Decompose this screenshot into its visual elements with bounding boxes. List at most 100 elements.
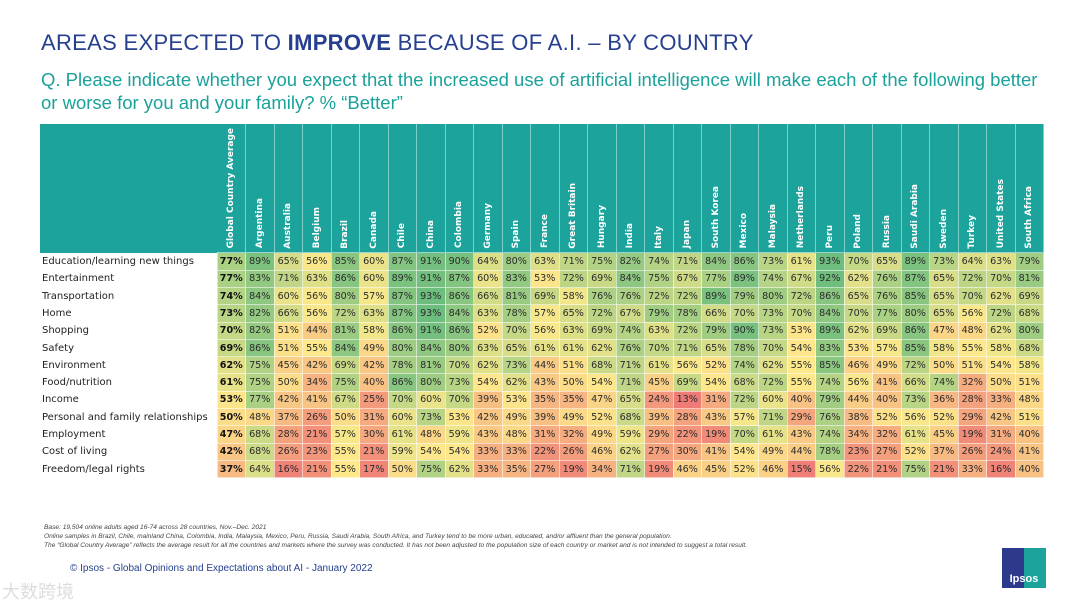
heatmap-cell: 62%	[758, 356, 788, 375]
heatmap-cell: 67%	[330, 390, 360, 410]
heatmap-cell: 29%	[644, 425, 674, 444]
row-label: Safety	[40, 339, 217, 357]
heatmap-cell: 33%	[473, 459, 503, 479]
heatmap-cell: 48%	[416, 425, 446, 444]
heatmap-cell: 34%	[843, 425, 873, 444]
heatmap-cell: 82%	[245, 321, 275, 340]
heatmap-cell: 62%	[444, 459, 474, 479]
column-header: Colombia	[445, 124, 474, 253]
heatmap-cell: 83%	[245, 269, 275, 289]
heatmap-cell: 70%	[986, 269, 1016, 289]
heatmap-cell: 70%	[501, 321, 531, 340]
row-label: Freedom/legal rights	[40, 460, 217, 478]
heatmap-cell: 85%	[815, 356, 845, 375]
heatmap-cell: 65%	[558, 304, 588, 323]
heatmap-cell: 65%	[615, 390, 645, 410]
heatmap-cell: 80%	[444, 338, 474, 358]
heatmap-cell: 54%	[729, 442, 759, 461]
heatmap-cell: 51%	[957, 356, 987, 375]
heatmap-cell: 93%	[815, 252, 845, 271]
column-header-label: Mexico	[739, 212, 750, 249]
heatmap-cell: 84%	[701, 252, 731, 271]
heatmap-cell: 47%	[216, 425, 246, 444]
heatmap-cell: 69%	[587, 269, 617, 289]
heatmap-cell: 75%	[245, 356, 275, 375]
heatmap-cell: 16%	[273, 459, 303, 479]
heatmap-cell: 42%	[273, 390, 303, 410]
heatmap-cell: 87%	[387, 304, 417, 323]
heatmap-cell: 51%	[558, 356, 588, 375]
heatmap-cell: 70%	[843, 304, 873, 323]
column-header-label: Great Britain	[568, 182, 579, 249]
heatmap-cell: 61%	[530, 338, 560, 358]
heatmap-cell: 86%	[444, 321, 474, 340]
table-row: Personal and family relationships 50% 48% 3…	[40, 408, 1044, 427]
heatmap-cell: 42%	[986, 408, 1016, 427]
logo-text: Ipsos	[1009, 573, 1039, 585]
heatmap-cell: 60%	[416, 390, 446, 410]
heatmap-cell: 70%	[387, 390, 417, 410]
column-header-label: Germany	[482, 202, 493, 249]
heatmap-cell: 40%	[1014, 425, 1044, 444]
heatmap-cell: 78%	[672, 304, 702, 323]
heatmap-cell: 33%	[986, 390, 1016, 410]
column-header-label: China	[425, 219, 436, 249]
heatmap-cell: 43%	[786, 425, 816, 444]
heatmap-cell: 81%	[1014, 269, 1044, 289]
heatmap-cell: 62%	[986, 321, 1016, 340]
heatmap-cell: 64%	[245, 459, 275, 479]
heatmap-cell: 35%	[530, 390, 560, 410]
heatmap-cell: 62%	[615, 442, 645, 461]
heatmap-cell: 50%	[558, 373, 588, 392]
heatmap-cell: 53%	[216, 390, 246, 410]
heatmap-cell: 71%	[758, 408, 788, 427]
heatmap-cell: 50%	[273, 373, 303, 392]
heatmap-cell: 73%	[501, 356, 531, 375]
heatmap-cell: 70%	[444, 356, 474, 375]
heatmap-cell: 44%	[843, 390, 873, 410]
heatmap-cell: 74%	[615, 321, 645, 340]
heatmap-cell: 51%	[273, 321, 303, 340]
heatmap-cell: 69%	[330, 356, 360, 375]
column-header: Belgium	[302, 124, 332, 253]
heatmap-cell: 71%	[615, 356, 645, 375]
table-row: Income 53% 77% 42% 41% 67% 25% 70% 60% 70% 39% 53% 3…	[40, 390, 1044, 410]
heatmap-cell: 65%	[273, 252, 303, 271]
heatmap-cell: 68%	[1014, 304, 1044, 323]
heatmap-cell: 83%	[501, 269, 531, 289]
heatmap-cell: 86%	[444, 286, 474, 306]
heatmap-cell: 50%	[986, 373, 1016, 392]
heatmap-cell: 65%	[929, 269, 959, 289]
heatmap-cell: 23%	[843, 442, 873, 461]
row-label: Personal and family relationships	[40, 408, 217, 426]
heatmap-cell: 72%	[786, 286, 816, 306]
heatmap-cell: 74%	[929, 373, 959, 392]
heatmap-cell: 42%	[216, 442, 246, 461]
heatmap-cell: 56%	[815, 459, 845, 479]
heatmap-cell: 31%	[986, 425, 1016, 444]
heatmap-cell: 76%	[615, 338, 645, 358]
column-header-label: Turkey	[967, 214, 978, 249]
heatmap-cell: 54%	[473, 373, 503, 392]
heatmap-cell: 74%	[216, 286, 246, 306]
heatmap-cell: 34%	[587, 459, 617, 479]
column-header-label: Netherlands	[796, 186, 807, 249]
heatmap-cell: 69%	[872, 321, 902, 340]
column-header-label: Chile	[397, 223, 408, 249]
heatmap-cell: 46%	[587, 442, 617, 461]
heatmap-cell: 61%	[558, 338, 588, 358]
heatmap-cell: 66%	[273, 304, 303, 323]
heatmap-cell: 63%	[302, 269, 332, 289]
heatmap-cell: 72%	[672, 321, 702, 340]
heatmap-cell: 79%	[729, 286, 759, 306]
heatmap-cell: 36%	[929, 390, 959, 410]
heatmap-cell: 73%	[416, 408, 446, 427]
heatmap-cell: 22%	[530, 442, 560, 461]
heatmap-cell: 60%	[273, 286, 303, 306]
heatmap-cell: 47%	[587, 390, 617, 410]
heatmap-cell: 58%	[929, 338, 959, 358]
heatmap-cell: 86%	[815, 286, 845, 306]
heatmap-cell: 46%	[843, 356, 873, 375]
heatmap-cell: 70%	[758, 338, 788, 358]
heatmap-cell: 42%	[359, 356, 389, 375]
